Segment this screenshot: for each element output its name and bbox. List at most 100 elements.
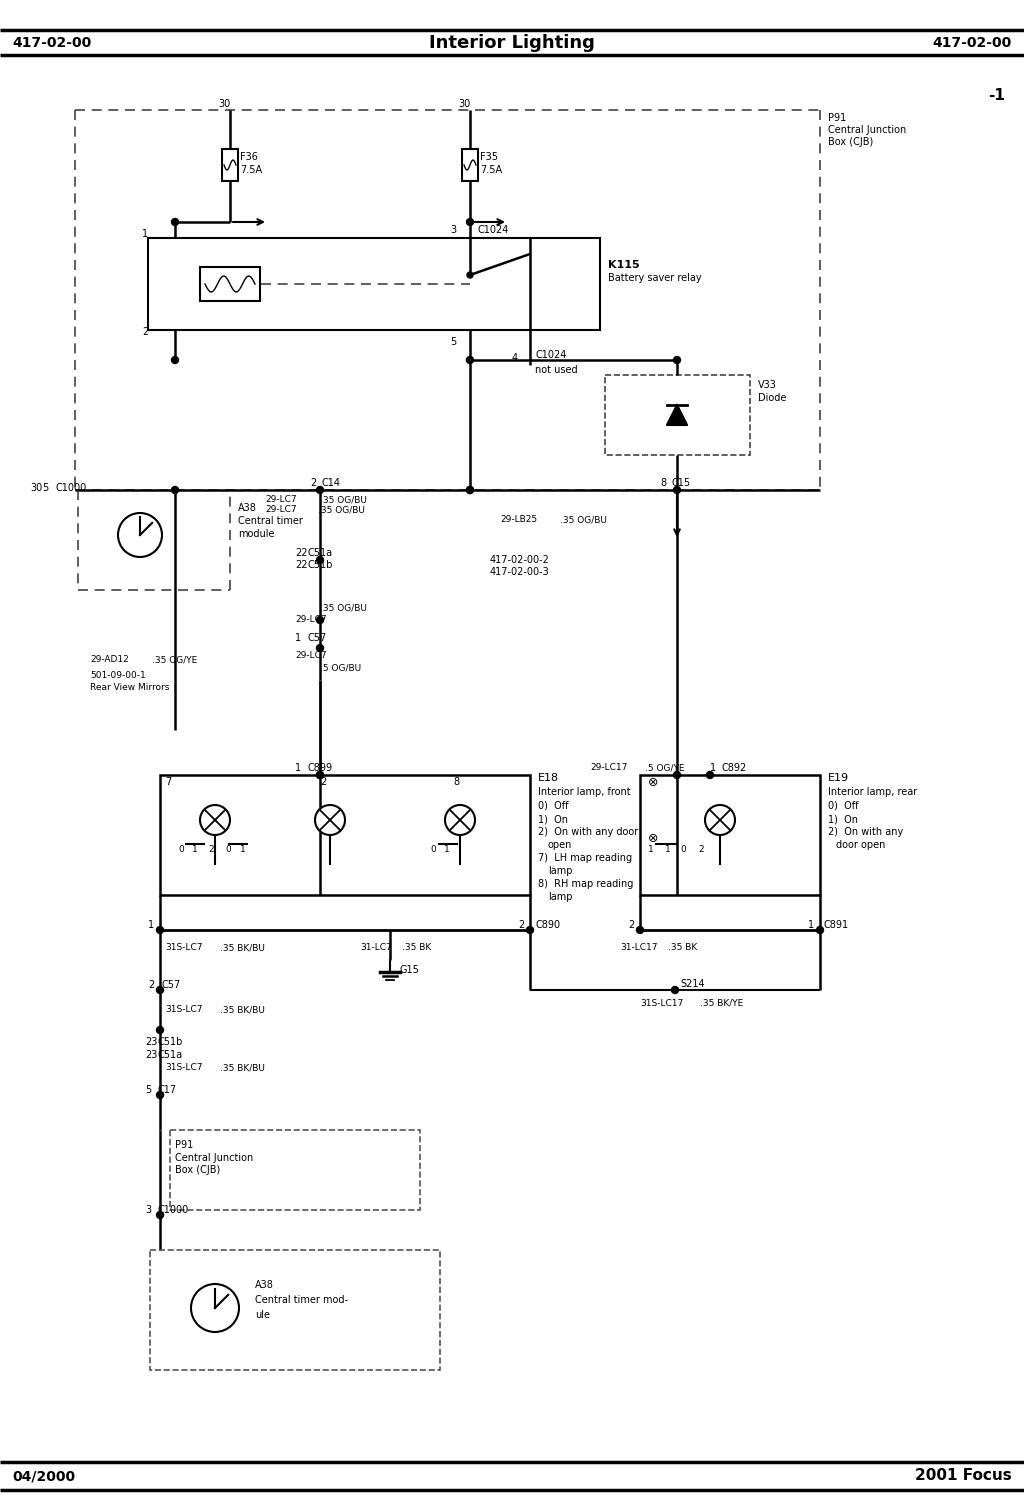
Text: .35 OG/BU: .35 OG/BU	[319, 495, 367, 504]
Text: 8)  RH map reading: 8) RH map reading	[538, 879, 634, 889]
Text: 5: 5	[450, 337, 457, 347]
Text: 2: 2	[142, 328, 148, 337]
Circle shape	[674, 486, 681, 494]
Circle shape	[157, 1027, 164, 1033]
Text: not used: not used	[535, 365, 578, 374]
Circle shape	[467, 219, 473, 225]
Text: 2: 2	[310, 479, 316, 488]
Text: 2001 Focus: 2001 Focus	[915, 1469, 1012, 1483]
Text: C1024: C1024	[535, 350, 566, 359]
Circle shape	[467, 356, 473, 364]
Text: .35 BK/BU: .35 BK/BU	[220, 944, 265, 953]
Text: Box (CJB): Box (CJB)	[828, 137, 873, 146]
Text: .35 BK: .35 BK	[402, 944, 431, 953]
Text: 2)  On with any: 2) On with any	[828, 827, 903, 837]
Text: 23: 23	[145, 1049, 158, 1060]
Text: 501-09-00-1: 501-09-00-1	[90, 670, 145, 680]
Text: 1: 1	[444, 846, 450, 855]
Text: .35 BK/BU: .35 BK/BU	[220, 1006, 265, 1015]
Circle shape	[171, 356, 178, 364]
Text: 2: 2	[319, 778, 327, 787]
Text: 1: 1	[193, 846, 198, 855]
Bar	[640, 775, 820, 895]
Text: 30: 30	[30, 483, 42, 492]
Text: C51a: C51a	[308, 548, 333, 559]
Circle shape	[191, 1284, 239, 1332]
Text: 2: 2	[628, 920, 634, 930]
Text: 31S-LC17: 31S-LC17	[640, 998, 683, 1007]
Text: 417-02-00-2: 417-02-00-2	[490, 556, 550, 565]
Text: 29-LC7: 29-LC7	[295, 651, 327, 660]
Text: door open: door open	[836, 840, 886, 850]
Text: P91: P91	[828, 113, 846, 122]
Text: lamp: lamp	[548, 892, 572, 901]
Text: C17: C17	[158, 1086, 177, 1095]
Text: 23: 23	[145, 1037, 158, 1046]
Text: 2: 2	[698, 846, 703, 855]
Circle shape	[157, 927, 164, 933]
Text: 8: 8	[660, 479, 667, 488]
Bar	[170, 1129, 420, 1210]
Text: 1)  On: 1) On	[828, 814, 858, 824]
Text: .35 OG/YE: .35 OG/YE	[152, 655, 198, 664]
Text: -1: -1	[988, 88, 1005, 103]
Text: C51a: C51a	[158, 1049, 183, 1060]
Text: C891: C891	[823, 920, 848, 930]
Circle shape	[316, 557, 324, 563]
Text: 7.5A: 7.5A	[480, 165, 502, 175]
Text: open: open	[548, 840, 572, 850]
Text: 2: 2	[208, 846, 214, 855]
Text: 0: 0	[680, 846, 686, 855]
Text: K115: K115	[608, 260, 640, 270]
Text: 31-LC7: 31-LC7	[360, 944, 392, 953]
Text: 1: 1	[142, 230, 148, 239]
Text: .35 OG/BU: .35 OG/BU	[560, 515, 607, 524]
Text: 1: 1	[665, 846, 671, 855]
Text: 31S-LC7: 31S-LC7	[165, 1006, 203, 1015]
Text: E18: E18	[538, 773, 559, 784]
Circle shape	[316, 616, 324, 624]
Circle shape	[200, 805, 230, 835]
Text: Diode: Diode	[758, 393, 786, 403]
Text: 1: 1	[648, 846, 653, 855]
Text: 2)  On with any door: 2) On with any door	[538, 827, 638, 837]
Text: 417-02-00: 417-02-00	[933, 36, 1012, 50]
Text: C1024: C1024	[478, 225, 509, 236]
Text: A38: A38	[255, 1280, 273, 1290]
Text: 417-02-00-3: 417-02-00-3	[490, 566, 550, 577]
Text: C1000: C1000	[55, 483, 86, 492]
Text: 22: 22	[295, 560, 307, 569]
Text: C51b: C51b	[308, 560, 334, 569]
Text: 1: 1	[295, 763, 301, 773]
Text: 8: 8	[453, 778, 459, 787]
Text: 29-LC7: 29-LC7	[265, 506, 297, 515]
Circle shape	[315, 805, 345, 835]
Circle shape	[316, 486, 324, 494]
Text: ule: ule	[255, 1311, 270, 1320]
Text: 3: 3	[450, 225, 456, 236]
Text: 1: 1	[295, 633, 301, 643]
Text: S214: S214	[680, 978, 705, 989]
Circle shape	[705, 805, 735, 835]
Circle shape	[707, 772, 714, 779]
Text: 22: 22	[295, 548, 307, 559]
Text: 29-AD12: 29-AD12	[90, 655, 129, 664]
Text: F35: F35	[480, 153, 498, 162]
Text: C1000: C1000	[158, 1205, 189, 1216]
Text: lamp: lamp	[548, 867, 572, 876]
Text: .35 BK/YE: .35 BK/YE	[700, 998, 743, 1007]
Circle shape	[316, 772, 324, 779]
Text: Central Junction: Central Junction	[175, 1154, 253, 1163]
Circle shape	[674, 772, 681, 779]
Text: E19: E19	[828, 773, 849, 784]
Text: .35 BK/BU: .35 BK/BU	[220, 1063, 265, 1072]
Text: 29-LC7: 29-LC7	[265, 495, 297, 504]
Text: 1: 1	[148, 920, 155, 930]
Text: Interior lamp, rear: Interior lamp, rear	[828, 787, 918, 797]
Text: Battery saver relay: Battery saver relay	[608, 273, 701, 282]
Text: G15: G15	[400, 965, 420, 975]
Text: 31-LC17: 31-LC17	[620, 944, 657, 953]
Text: 1: 1	[808, 920, 814, 930]
Text: 2: 2	[518, 920, 524, 930]
Text: A38: A38	[238, 503, 257, 513]
